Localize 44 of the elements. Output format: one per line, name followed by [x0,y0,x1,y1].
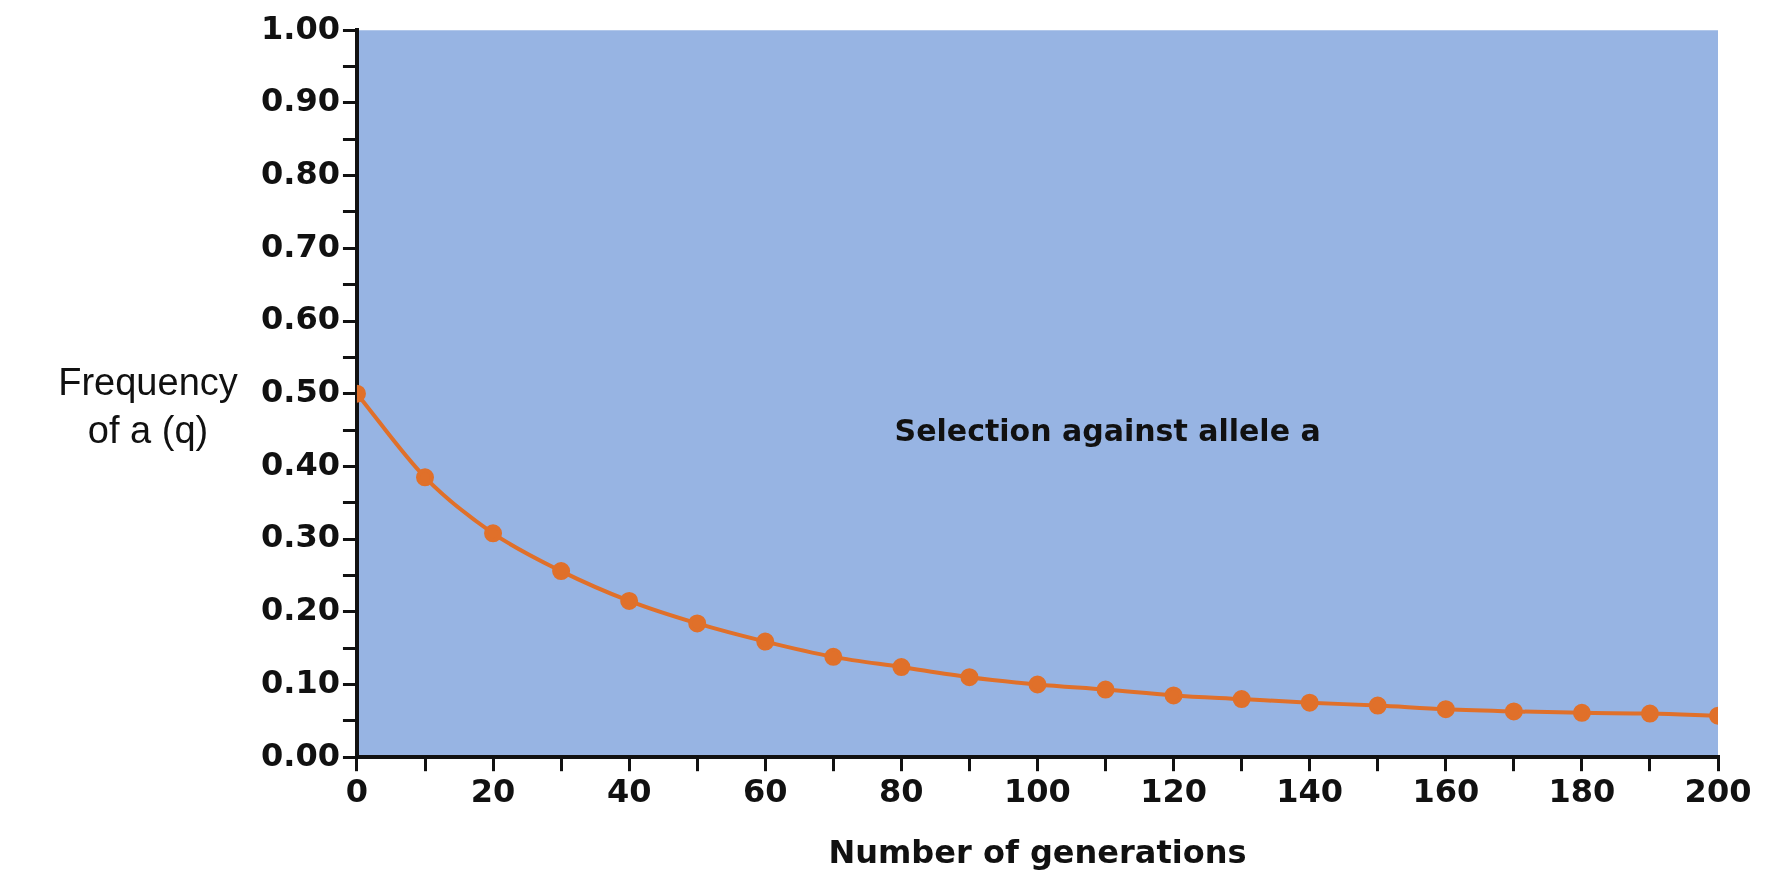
x-tick-label: 200 [1684,771,1752,810]
x-tick-label: 120 [1140,771,1207,810]
y-tick-label: 0.90 [261,81,340,120]
x-tick-label: 140 [1276,771,1344,810]
x-tick-label: 80 [879,771,924,810]
x-axis-title: Number of generations [828,833,1247,872]
point [484,524,503,543]
point [1640,704,1659,723]
point [1028,675,1047,694]
y-tick-label: 0.40 [261,444,340,483]
x-tick-label: 100 [1004,771,1071,810]
x-tick-label: 160 [1412,771,1480,810]
y-axis-title: Frequency of a (q) [58,361,238,452]
point [620,591,639,610]
annotation: Selection against allele a [894,413,1321,449]
point [688,614,707,633]
point [552,562,571,581]
y-tick-label: 1.00 [261,8,340,47]
point [756,632,775,651]
y-tick-label: 0.00 [261,735,340,774]
point [1164,686,1183,705]
point [416,468,435,487]
y-tick-label: 0.80 [261,153,340,192]
point [1436,700,1455,719]
x-tick-label: 60 [743,771,788,810]
y-tick-label: 0.20 [261,590,340,629]
point [1368,696,1387,715]
point [824,647,843,666]
point [1096,680,1115,699]
point [1300,693,1319,712]
x-tick-label: 40 [606,771,652,810]
point [1572,703,1591,722]
point [960,668,979,687]
y-tick-label: 0.50 [261,372,340,411]
point [892,658,911,677]
y-tick-label: 0.70 [261,226,340,265]
x-tick-label: 0 [345,771,369,810]
point [1504,702,1523,721]
y-tick-label: 0.10 [261,662,340,701]
y-tick-label: 0.60 [261,299,340,338]
y-tick-label: 0.30 [261,517,340,556]
x-tick-label: 20 [470,771,516,810]
point [1232,690,1251,709]
x-tick-label: 180 [1548,771,1616,810]
